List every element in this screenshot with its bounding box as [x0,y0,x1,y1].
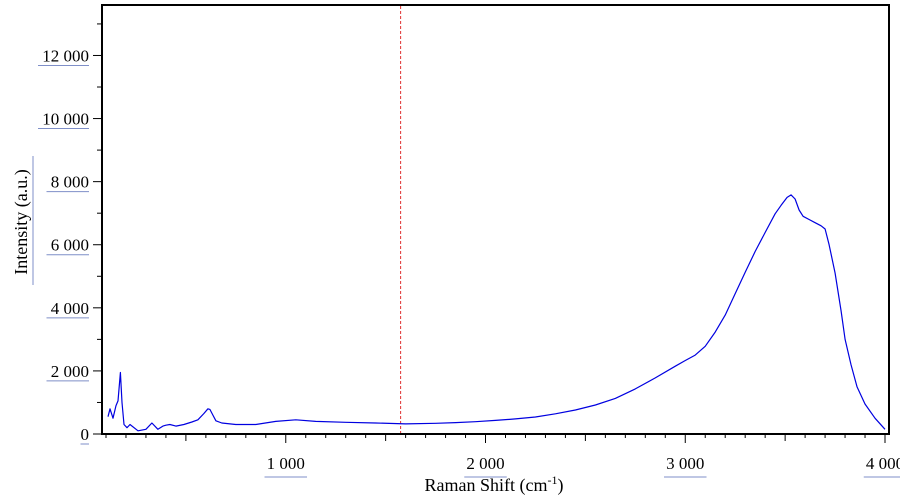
y-tick-label: 4 000 [51,299,89,318]
x-tick-label: 3 000 [666,454,704,473]
y-tick-label: 2 000 [51,362,89,381]
x-axis-title-superscript: -1 [547,473,557,487]
x-axis-title-main: Raman Shift (cm [425,475,548,496]
y-axis: 0 2 000 4 000 6 000 8 000 10 000 12 000 [38,23,102,445]
x-tick-label: 2 000 [466,454,504,473]
x-axis: 1 000 2 000 3 000 4 000 [105,434,900,478]
series-line [107,194,886,432]
x-tick-label: 4 000 [866,454,900,473]
x-axis-title-suffix: ) [557,475,563,496]
y-tick-label: 12 000 [42,46,89,65]
y-tick-label: 8 000 [51,173,89,192]
x-axis-title: Raman Shift (cm-1) [425,473,564,496]
y-axis-title: Intensity (a.u.) [11,169,32,274]
y-tick-label: 6 000 [51,236,89,255]
plot-frame [101,4,890,435]
y-tick-label: 10 000 [42,110,89,129]
y-tick-label: 0 [81,425,90,444]
x-tick-label: 1 000 [267,454,305,473]
